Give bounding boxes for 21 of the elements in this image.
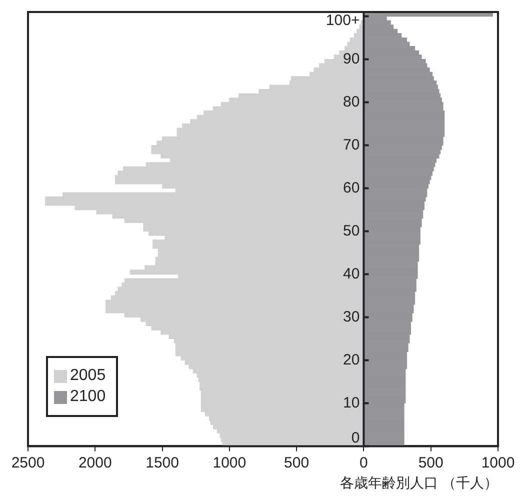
x-axis-title: 各歳年齢別人口 （千人） bbox=[340, 474, 498, 490]
legend-label: 2005 bbox=[70, 367, 106, 386]
y-tick-label: 0 bbox=[351, 429, 360, 446]
y-tick-label: 40 bbox=[343, 265, 360, 282]
x-tick-label: 500 bbox=[284, 454, 310, 472]
x-tick-label: 1500 bbox=[146, 454, 179, 472]
y-tick-label: 20 bbox=[343, 351, 360, 368]
x-tick-label: 500 bbox=[418, 454, 444, 472]
x-tick-label: 1000 bbox=[481, 454, 515, 472]
y-tick-label: 100+ bbox=[326, 12, 360, 30]
y-tick-label: 30 bbox=[343, 308, 360, 326]
y-tick-label: 60 bbox=[343, 179, 360, 196]
y-tick-label: 80 bbox=[343, 93, 360, 110]
x-tick-label: 2500 bbox=[11, 454, 45, 472]
y-tick-label: 50 bbox=[343, 222, 360, 240]
y-tick-label: 70 bbox=[343, 136, 360, 154]
y-tick-label: 10 bbox=[343, 394, 360, 412]
legend-label: 2100 bbox=[70, 388, 106, 406]
y-tick-label: 90 bbox=[343, 50, 360, 68]
x-tick-label: 1000 bbox=[212, 454, 246, 472]
x-tick-label: 2000 bbox=[78, 454, 112, 472]
